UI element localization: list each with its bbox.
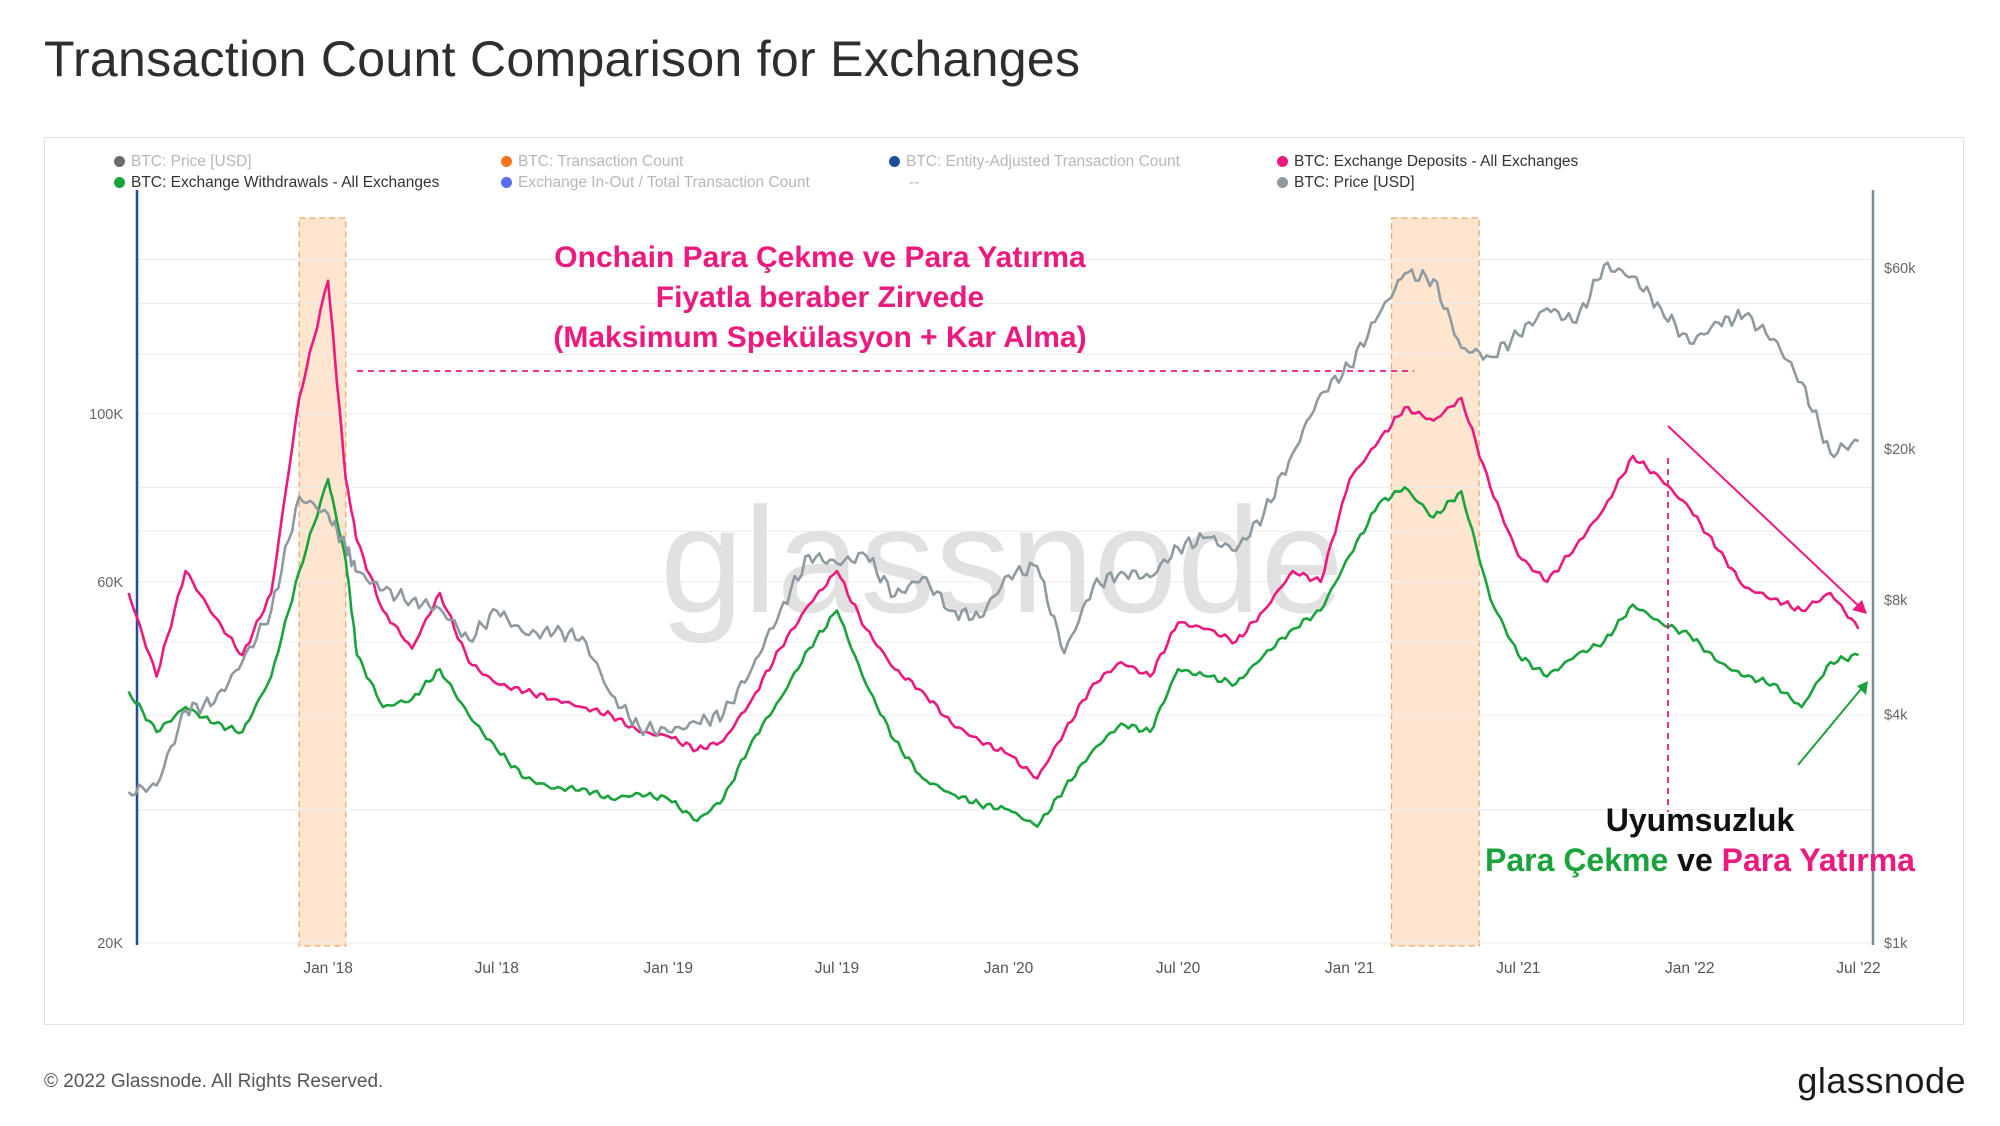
legend-item-exchange-deposits[interactable]: BTC: Exchange Deposits - All Exchanges — [1277, 153, 1578, 171]
annotation-divergence-subtitle: Para Çekme ve Para Yatırma — [1440, 840, 1960, 880]
footer-copyright: © 2022 Glassnode. All Rights Reserved. — [44, 1071, 384, 1092]
y-right-tick-label: $8k — [1884, 593, 1908, 609]
annotation-peak-line3: (Maksimum Spekülasyon + Kar Alma) — [553, 321, 1087, 354]
x-tick-label: Jul '18 — [475, 960, 519, 977]
y-right-tick-label: $60k — [1884, 261, 1916, 277]
x-tick-label: Jan '19 — [644, 960, 694, 977]
annotation-and: ve — [1677, 842, 1713, 878]
chart-legend: BTC: Price [USD] BTC: Transaction Count … — [114, 153, 1674, 197]
legend-dot-icon — [1277, 156, 1288, 167]
y-right-tick-label: $20k — [1884, 442, 1916, 458]
annotation-withdraw: Para Çekme — [1485, 842, 1669, 878]
legend-item-placeholder: -- — [909, 174, 919, 192]
legend-dot-icon — [1277, 177, 1288, 188]
legend-label: Exchange In-Out / Total Transaction Coun… — [518, 174, 810, 191]
y-left-tick-label: 100K — [89, 407, 123, 423]
series-line-exchange-deposits — [127, 279, 1860, 780]
arrowhead-icon — [1857, 681, 1868, 695]
legend-label: BTC: Exchange Deposits - All Exchanges — [1294, 153, 1579, 170]
legend-label: BTC: Price [USD] — [131, 153, 252, 170]
annotation-peak: Onchain Para Çekme ve Para Yatırma Fiyat… — [470, 238, 1170, 358]
glassnode-logo: glassnode — [1797, 1060, 1966, 1101]
legend-label: BTC: Transaction Count — [518, 153, 684, 170]
annotation-divergence-title: Uyumsuzluk — [1605, 802, 1795, 838]
legend-dot-icon — [114, 156, 125, 167]
glassnode-watermark: glassnode — [660, 476, 1344, 644]
legend-label: BTC: Entity-Adjusted Transaction Count — [906, 153, 1180, 170]
x-tick-label: Jan '21 — [1325, 960, 1375, 977]
legend-item-transaction-count[interactable]: BTC: Transaction Count — [501, 153, 683, 171]
legend-item-entity-adjusted-tx-count[interactable]: BTC: Entity-Adjusted Transaction Count — [889, 153, 1180, 171]
y-right-tick-label: $4k — [1884, 707, 1908, 723]
legend-label: BTC: Exchange Withdrawals - All Exchange… — [131, 174, 440, 191]
x-tick-label: Jul '20 — [1156, 960, 1201, 977]
arrowhead-icon — [1852, 600, 1867, 614]
y-right-tick-label: $1k — [1884, 936, 1908, 952]
series-line-exchange-withdrawals — [127, 477, 1859, 828]
x-tick-label: Jul '19 — [815, 960, 859, 977]
x-tick-label: Jan '20 — [984, 960, 1034, 977]
annotation-peak-line1: Onchain Para Çekme ve Para Yatırma — [554, 241, 1086, 274]
x-tick-label: Jan '22 — [1665, 960, 1715, 977]
annotation-deposit: Para Yatırma — [1721, 842, 1915, 878]
legend-dot-icon — [889, 156, 900, 167]
chart-frame — [44, 137, 1964, 1025]
legend-dot-icon — [501, 177, 512, 188]
legend-dot-icon — [114, 177, 125, 188]
annotation-peak-line2: Fiyatla beraber Zirvede — [655, 281, 985, 314]
annotation-deposit-trend-arrow — [1667, 425, 1866, 613]
legend-item-price-2[interactable]: BTC: Price [USD] — [1277, 174, 1415, 192]
x-tick-label: Jul '21 — [1496, 960, 1540, 977]
legend-item-exchange-withdrawals[interactable]: BTC: Exchange Withdrawals - All Exchange… — [114, 174, 439, 192]
y-left-tick-label: 60K — [97, 575, 123, 591]
legend-dot-icon — [501, 156, 512, 167]
legend-label: -- — [909, 174, 920, 191]
legend-label: BTC: Price [USD] — [1294, 174, 1415, 191]
annotation-withdraw-trend-arrow — [1797, 682, 1867, 766]
legend-item-in-out-ratio[interactable]: Exchange In-Out / Total Transaction Coun… — [501, 174, 810, 192]
series-line-price — [127, 261, 1859, 797]
y-left-tick-label: 20K — [97, 936, 123, 952]
legend-item-price-1[interactable]: BTC: Price [USD] — [114, 153, 252, 171]
page-title: Transaction Count Comparison for Exchang… — [44, 31, 1081, 87]
x-tick-label: Jan '18 — [303, 960, 353, 977]
annotation-divergence: Uyumsuzluk Para Çekme ve Para Yatırma — [1440, 800, 1960, 880]
x-tick-label: Jul '22 — [1836, 960, 1880, 977]
